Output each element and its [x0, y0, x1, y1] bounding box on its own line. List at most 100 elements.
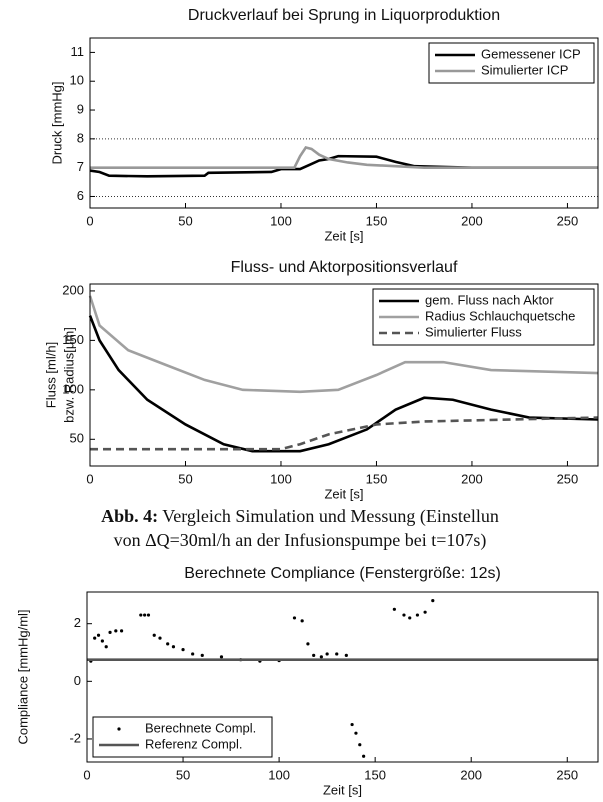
- data-line: [90, 416, 599, 451]
- y-tick-label: 9: [77, 101, 84, 116]
- data-point: [325, 652, 329, 656]
- data-point: [96, 633, 101, 637]
- chart-title: Druckverlauf bei Sprung in Liquorprodukt…: [188, 7, 500, 24]
- data-point: [139, 613, 143, 617]
- x-tick-label: 50: [176, 767, 190, 782]
- data-point: [362, 754, 366, 758]
- plot-frame: [89, 37, 599, 209]
- x-tick-label: 250: [557, 213, 579, 228]
- data-point: [306, 642, 310, 646]
- data-point: [431, 599, 435, 603]
- data-point: [146, 613, 151, 617]
- data-point: [93, 636, 97, 640]
- caption-label: Abb. 4:: [101, 506, 158, 526]
- data-point: [344, 653, 348, 657]
- data-line: [90, 146, 598, 169]
- y-tick-label: 7: [77, 159, 84, 174]
- x-tick-label: 150: [366, 471, 388, 486]
- data-point: [292, 616, 297, 620]
- data-point: [119, 629, 124, 633]
- data-point: [181, 648, 185, 652]
- x-tick-label: 100: [268, 767, 290, 782]
- y-tick-label: 150: [62, 332, 84, 347]
- data-point: [108, 630, 112, 634]
- y-tick-label: 8: [77, 130, 84, 145]
- legend-label: gem. Fluss nach Aktor: [425, 292, 554, 307]
- y-tick-label: 2: [74, 615, 81, 630]
- x-tick-label: 50: [178, 213, 192, 228]
- legend-label: Simulierter Fluss: [425, 324, 522, 339]
- y-tick-label: 11: [71, 44, 85, 59]
- chart-title: Fluss- und Aktorpositionsverlauf: [231, 259, 458, 276]
- data-point: [423, 610, 427, 614]
- x-tick-label: 150: [364, 767, 386, 782]
- data-point: [166, 642, 170, 646]
- data-point: [354, 731, 358, 735]
- data-line: [88, 295, 599, 394]
- plot-frame: [89, 283, 599, 467]
- y-tick-label: 50: [70, 431, 84, 446]
- data-point: [358, 743, 362, 747]
- data-point: [104, 645, 108, 649]
- x-axis-label: Zeit [s]: [324, 486, 363, 501]
- x-tick-label: 250: [556, 767, 578, 782]
- y-axis-label: Fluss [ml/h]: [43, 342, 58, 408]
- data-point: [335, 652, 339, 656]
- data-point: [114, 629, 118, 633]
- x-tick-label: 0: [86, 471, 93, 486]
- data-point: [319, 655, 323, 659]
- caption-text: Vergleich Simulation und Messung (Einste…: [158, 506, 499, 527]
- y-axis-label: Druck [mmHg]: [49, 81, 64, 164]
- x-tick-label: 0: [86, 213, 93, 228]
- y-tick-label: 100: [62, 381, 84, 396]
- x-tick-label: 100: [270, 213, 292, 228]
- chart-title: Berechnete Compliance (Fenstergröße: 12s…: [184, 565, 501, 582]
- legend-label: Simulierter ICP: [481, 62, 568, 77]
- data-point: [415, 613, 420, 617]
- data-line: [89, 154, 598, 178]
- data-point: [191, 652, 195, 656]
- y-tick-label: 6: [77, 188, 84, 203]
- data-point: [408, 616, 412, 620]
- data-point: [158, 636, 162, 640]
- data-point: [312, 653, 316, 657]
- y-tick-label: 200: [62, 282, 84, 297]
- data-point: [200, 653, 204, 657]
- legend-label: Gemessener ICP: [481, 46, 581, 61]
- y-axis-label: Compliance [mmHg/ml]: [15, 609, 30, 744]
- data-point: [143, 613, 147, 617]
- plot-frame: [86, 591, 599, 763]
- x-tick-label: 0: [83, 767, 90, 782]
- caption-line: Abb. 4: Vergleich Simulation und Messung…: [101, 506, 499, 527]
- x-tick-label: 150: [366, 213, 388, 228]
- legend-label: Referenz Compl.: [145, 736, 243, 751]
- x-tick-label: 50: [178, 471, 192, 486]
- data-point: [300, 619, 304, 623]
- y-tick-label: -2: [69, 730, 81, 745]
- legend-label: Radius Schlauchquetsche: [425, 308, 575, 323]
- legend-box: [92, 716, 273, 758]
- data-point: [350, 722, 354, 727]
- data-line: [88, 315, 599, 453]
- y-axis-label: bzw. Radius[µm]: [61, 327, 76, 423]
- legend-marker: [117, 727, 121, 731]
- x-axis-label: Zeit [s]: [323, 782, 362, 797]
- caption-line: von ΔQ=30ml/h an der Infusionspumpe bei …: [114, 530, 487, 551]
- x-tick-label: 250: [557, 471, 579, 486]
- x-tick-label: 200: [461, 213, 483, 228]
- data-point: [402, 613, 406, 617]
- x-tick-label: 200: [460, 767, 482, 782]
- data-point: [171, 645, 176, 649]
- data-point: [219, 655, 224, 659]
- y-tick-label: 10: [70, 73, 84, 88]
- x-tick-label: 100: [270, 471, 292, 486]
- legend-box: [428, 42, 595, 84]
- data-point: [100, 639, 104, 643]
- x-tick-label: 200: [461, 471, 483, 486]
- data-point: [392, 607, 396, 611]
- y-tick-label: 0: [74, 673, 81, 688]
- x-axis-label: Zeit [s]: [324, 228, 363, 243]
- data-point: [152, 633, 156, 637]
- legend-label: Berechnete Compl.: [145, 720, 256, 735]
